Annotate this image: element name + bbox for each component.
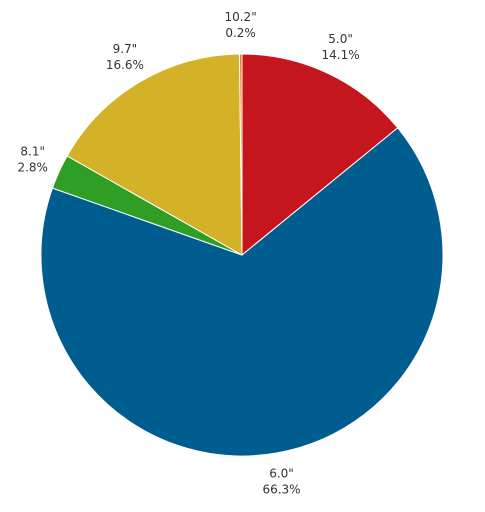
slice-label-1: 6.0" 66.3% — [262, 467, 300, 497]
slice-category-label: 10.2" — [224, 10, 256, 24]
slice-label-0: 5.0" 14.1% — [322, 32, 360, 62]
slice-category-label: 9.7" — [113, 42, 138, 56]
slice-category-label: 8.1" — [20, 145, 45, 159]
pie-labels: 5.0" 14.1% 6.0" 66.3% 8.1" 2.8% 9.7" 16.6% 10.2"… — [17, 10, 359, 497]
slice-category-label: 5.0" — [328, 32, 353, 46]
slice-percent-label: 0.2% — [225, 26, 256, 40]
pie-slices — [40, 53, 444, 457]
pie-slice-4[interactable] — [238, 53, 243, 256]
pie-slice-1[interactable] — [40, 127, 444, 457]
slice-percent-label: 14.1% — [322, 48, 360, 62]
slice-label-4: 10.2" 0.2% — [224, 10, 256, 40]
slice-percent-label: 66.3% — [262, 483, 300, 497]
pie-slice-3[interactable] — [66, 53, 243, 256]
pie-slice-0[interactable] — [241, 53, 399, 257]
slice-percent-label: 16.6% — [106, 58, 144, 72]
slice-category-label: 6.0" — [269, 467, 294, 481]
slice-percent-label: 2.8% — [17, 161, 48, 175]
slice-label-2: 8.1" 2.8% — [17, 145, 48, 175]
slice-label-3: 9.7" 16.6% — [106, 42, 144, 72]
